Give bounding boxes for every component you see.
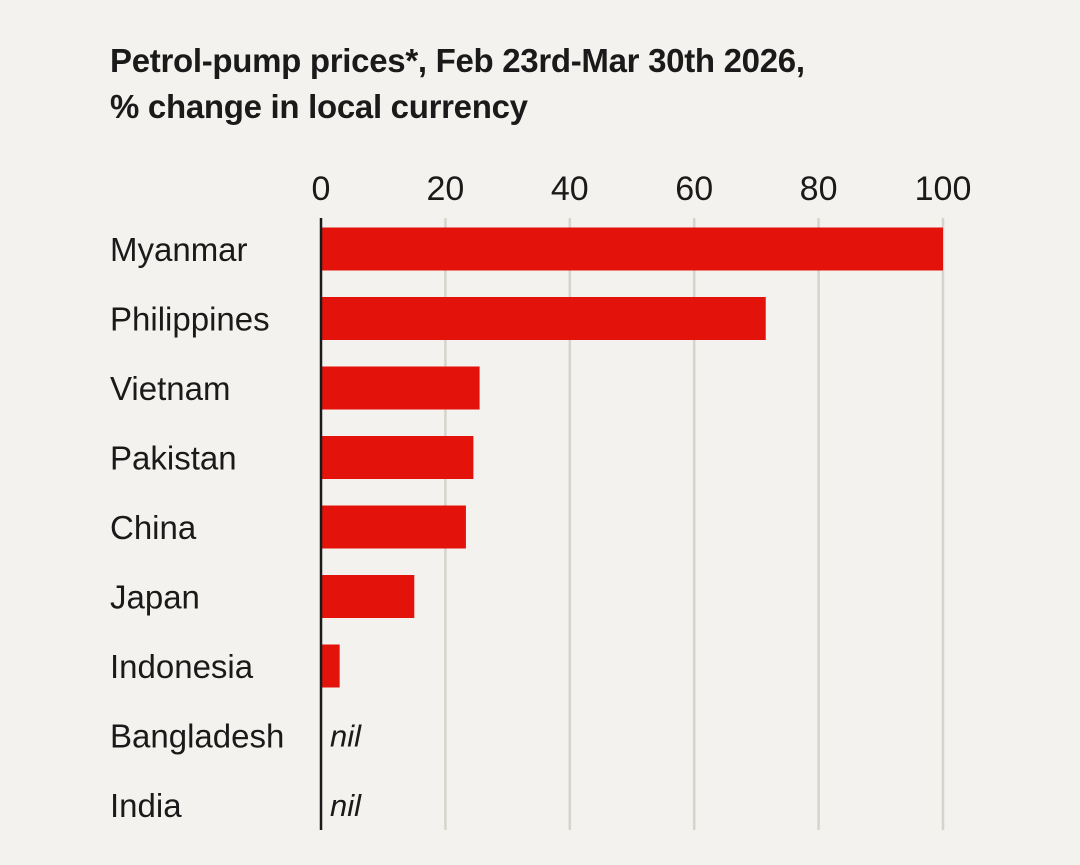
category-label-myanmar: Myanmar — [110, 231, 248, 268]
chart-title-line-2: % change in local currency — [110, 88, 528, 125]
chart-title-line-1: Petrol-pump prices*, Feb 23rd-Mar 30th 2… — [110, 42, 805, 79]
category-label-china: China — [110, 509, 197, 546]
bar-japan — [321, 575, 415, 618]
bar-philippines — [321, 297, 766, 340]
category-label-bangladesh: Bangladesh — [110, 718, 284, 755]
category-label-india: India — [110, 787, 182, 824]
x-tick-label-60: 60 — [675, 170, 713, 208]
x-tick-label-20: 20 — [426, 170, 464, 208]
x-tick-label-0: 0 — [312, 170, 331, 208]
x-tick-label-40: 40 — [551, 170, 589, 208]
bar-myanmar — [321, 227, 943, 271]
bar-china — [321, 505, 466, 549]
bar-pakistan — [321, 436, 474, 479]
x-tick-label-100: 100 — [915, 170, 972, 208]
bar-vietnam — [321, 366, 480, 410]
category-label-japan: Japan — [110, 579, 200, 616]
value-label-bangladesh: nil — [330, 719, 362, 754]
category-label-philippines: Philippines — [110, 301, 270, 338]
value-label-india: nil — [330, 788, 362, 823]
category-label-indonesia: Indonesia — [110, 648, 254, 685]
x-tick-label-80: 80 — [800, 170, 838, 208]
bar-indonesia — [321, 644, 340, 688]
chart-title: Petrol-pump prices*, Feb 23rd-Mar 30th 2… — [110, 38, 1010, 130]
category-label-vietnam: Vietnam — [110, 370, 230, 407]
category-label-pakistan: Pakistan — [110, 440, 237, 477]
